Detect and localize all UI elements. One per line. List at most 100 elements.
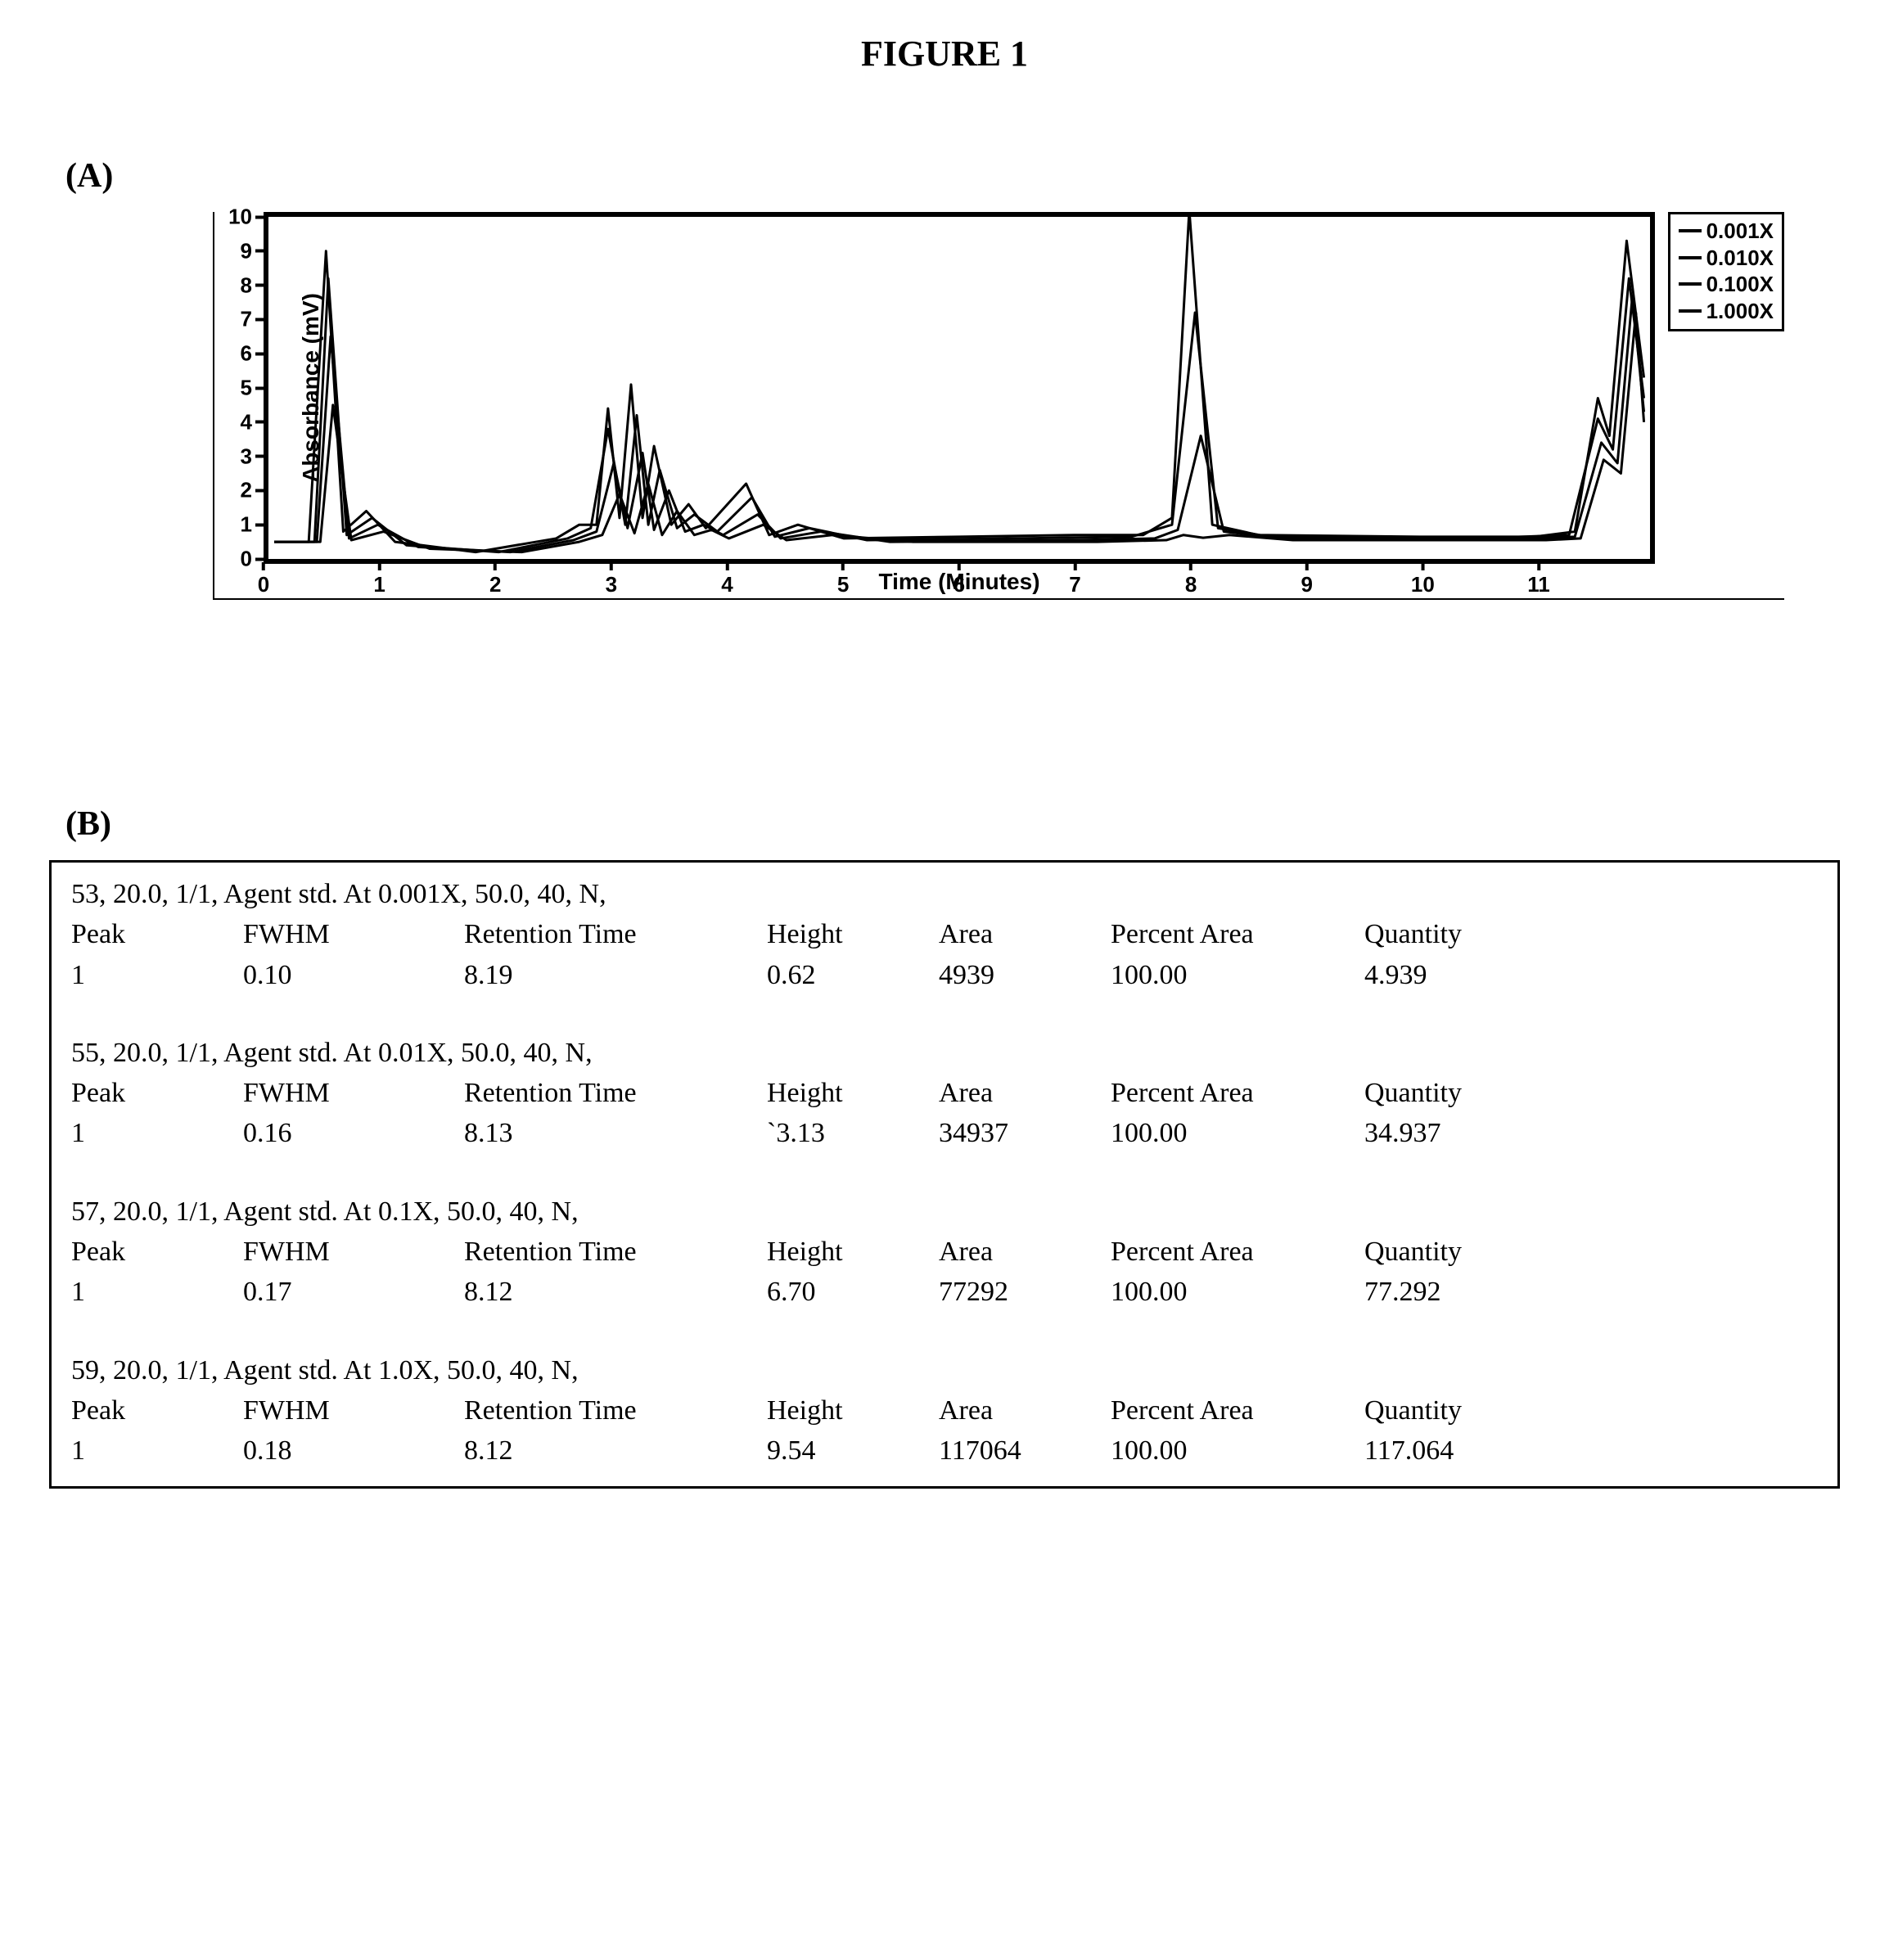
- chart-plot-area: [268, 217, 1650, 559]
- table-header-cell: Quantity: [1364, 1073, 1577, 1113]
- table-row: 10.178.126.7077292100.0077.292: [71, 1272, 1818, 1312]
- results-table-box: 53, 20.0, 1/1, Agent std. At 0.001X, 50.…: [49, 860, 1840, 1489]
- x-tick: 8: [1185, 562, 1197, 597]
- table-row: 10.108.190.624939100.004.939: [71, 955, 1818, 995]
- y-tick: 4: [228, 409, 264, 435]
- table-cell: 117.064: [1364, 1431, 1577, 1471]
- legend-label: 0.010X: [1706, 245, 1774, 272]
- y-axis-ticks: 012345678910: [228, 217, 264, 559]
- table-header-cell: Peak: [71, 1390, 235, 1431]
- panel-b: (B) 53, 20.0, 1/1, Agent std. At 0.001X,…: [49, 804, 1840, 1489]
- table-header-cell: Peak: [71, 914, 235, 954]
- table-header-cell: Retention Time: [464, 1073, 759, 1113]
- legend-label: 0.001X: [1706, 218, 1774, 245]
- y-tick: 3: [228, 444, 264, 469]
- table-cell: 100.00: [1111, 1272, 1356, 1312]
- section-title: 57, 20.0, 1/1, Agent std. At 0.1X, 50.0,…: [71, 1192, 1818, 1232]
- table-cell: 0.18: [243, 1431, 456, 1471]
- x-axis-ticks: 01234567891011: [264, 562, 1655, 595]
- table-header-cell: Retention Time: [464, 1390, 759, 1431]
- y-tick: 9: [228, 238, 264, 264]
- table-header-cell: FWHM: [243, 1232, 456, 1272]
- x-tick: 2: [489, 562, 501, 597]
- table-header-cell: Peak: [71, 1232, 235, 1272]
- table-cell: 77292: [939, 1272, 1102, 1312]
- table-header-cell: Area: [939, 1232, 1102, 1272]
- table-cell: 100.00: [1111, 955, 1356, 995]
- section-title: 53, 20.0, 1/1, Agent std. At 0.001X, 50.…: [71, 874, 1818, 914]
- legend-label: 0.100X: [1706, 271, 1774, 298]
- result-section: 57, 20.0, 1/1, Agent std. At 0.1X, 50.0,…: [71, 1192, 1818, 1313]
- section-title: 59, 20.0, 1/1, Agent std. At 1.0X, 50.0,…: [71, 1350, 1818, 1390]
- table-cell: 0.17: [243, 1272, 456, 1312]
- table-row: 10.188.129.54117064100.00117.064: [71, 1431, 1818, 1471]
- table-cell: 1: [71, 1272, 235, 1312]
- x-tick: 7: [1069, 562, 1080, 597]
- table-header-cell: Height: [767, 1390, 931, 1431]
- x-tick: 1: [373, 562, 385, 597]
- table-header-cell: Height: [767, 1232, 931, 1272]
- table-header-cell: FWHM: [243, 1073, 456, 1113]
- table-header-cell: Retention Time: [464, 1232, 759, 1272]
- table-header-row: PeakFWHMRetention TimeHeightAreaPercent …: [71, 1232, 1818, 1272]
- table-header-cell: Height: [767, 1073, 931, 1113]
- chart-legend: 0.001X0.010X0.100X1.000X: [1668, 212, 1784, 331]
- table-cell: 6.70: [767, 1272, 931, 1312]
- y-tick: 10: [228, 205, 264, 230]
- table-cell: 1: [71, 1113, 235, 1153]
- y-tick: 7: [228, 307, 264, 332]
- table-cell: 77.292: [1364, 1272, 1577, 1312]
- table-header-cell: FWHM: [243, 914, 456, 954]
- result-section: 59, 20.0, 1/1, Agent std. At 1.0X, 50.0,…: [71, 1350, 1818, 1471]
- table-header-row: PeakFWHMRetention TimeHeightAreaPercent …: [71, 1390, 1818, 1431]
- legend-item: 0.001X: [1679, 218, 1774, 245]
- table-cell: 0.10: [243, 955, 456, 995]
- table-cell: 8.13: [464, 1113, 759, 1153]
- table-header-cell: Area: [939, 914, 1102, 954]
- legend-item: 0.100X: [1679, 271, 1774, 298]
- x-tick: 0: [258, 562, 269, 597]
- table-cell: 34937: [939, 1113, 1102, 1153]
- legend-swatch: [1679, 309, 1702, 313]
- x-tick: 11: [1527, 562, 1550, 597]
- table-header-cell: Area: [939, 1073, 1102, 1113]
- section-title: 55, 20.0, 1/1, Agent std. At 0.01X, 50.0…: [71, 1033, 1818, 1073]
- table-cell: 0.62: [767, 955, 931, 995]
- table-header-row: PeakFWHMRetention TimeHeightAreaPercent …: [71, 914, 1818, 954]
- table-header-cell: Percent Area: [1111, 1232, 1356, 1272]
- table-cell: 117064: [939, 1431, 1102, 1471]
- x-tick: 4: [721, 562, 733, 597]
- table-cell: 9.54: [767, 1431, 931, 1471]
- table-cell: 8.12: [464, 1431, 759, 1471]
- table-header-cell: FWHM: [243, 1390, 456, 1431]
- table-header-cell: Retention Time: [464, 914, 759, 954]
- table-header-cell: Percent Area: [1111, 1073, 1356, 1113]
- table-cell: 100.00: [1111, 1431, 1356, 1471]
- x-tick: 3: [606, 562, 617, 597]
- x-tick: 10: [1411, 562, 1435, 597]
- result-section: 53, 20.0, 1/1, Agent std. At 0.001X, 50.…: [71, 874, 1818, 995]
- table-cell: 100.00: [1111, 1113, 1356, 1153]
- y-tick: 2: [228, 478, 264, 503]
- x-tick: 5: [837, 562, 849, 597]
- table-header-cell: Quantity: [1364, 1232, 1577, 1272]
- table-header-cell: Quantity: [1364, 1390, 1577, 1431]
- x-tick: 6: [954, 562, 965, 597]
- table-cell: 8.12: [464, 1272, 759, 1312]
- chromatogram-chart: Absorbance (mV) 012345678910 01234567891…: [264, 212, 1655, 564]
- table-cell: `3.13: [767, 1113, 931, 1153]
- table-cell: 34.937: [1364, 1113, 1577, 1153]
- legend-swatch: [1679, 229, 1702, 232]
- table-cell: 4939: [939, 955, 1102, 995]
- table-cell: 8.19: [464, 955, 759, 995]
- x-tick: 9: [1301, 562, 1312, 597]
- table-header-cell: Percent Area: [1111, 914, 1356, 954]
- chart-outer-frame: Absorbance (mV) 012345678910 01234567891…: [213, 212, 1784, 600]
- panel-a-label: (A): [65, 156, 1840, 196]
- figure-title: FIGURE 1: [49, 33, 1840, 74]
- legend-item: 0.010X: [1679, 245, 1774, 272]
- table-cell: 0.16: [243, 1113, 456, 1153]
- legend-swatch: [1679, 256, 1702, 259]
- legend-item: 1.000X: [1679, 298, 1774, 325]
- panel-a: (A) Absorbance (mV) 012345678910 0123456…: [49, 156, 1840, 600]
